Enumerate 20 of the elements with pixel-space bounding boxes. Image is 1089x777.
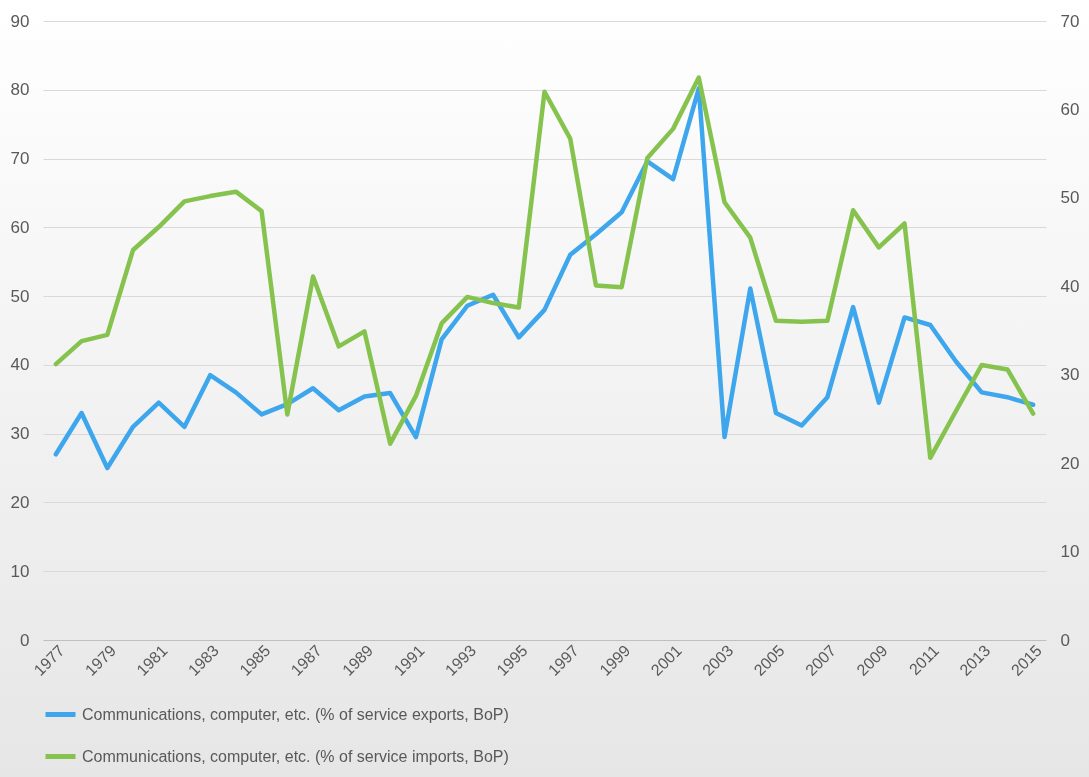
- y-tick-label: 10: [10, 561, 30, 581]
- y-tick-label: 50: [10, 286, 30, 306]
- y-tick-label: 30: [10, 424, 30, 444]
- y2-tick-label: 20: [1060, 453, 1080, 473]
- y2-tick-label: 70: [1060, 11, 1080, 31]
- legend-label: Communications, computer, etc. (% of service exports, BoP): [82, 705, 509, 723]
- y-tick-label: 70: [10, 149, 30, 169]
- y-tick-label: 40: [10, 355, 30, 375]
- y-tick-label: 20: [10, 492, 30, 512]
- y-tick-label: 90: [10, 11, 30, 31]
- legend-label: Communications, computer, etc. (% of service imports, BoP): [82, 747, 509, 765]
- y2-tick-label: 40: [1060, 276, 1080, 296]
- y2-tick-label: 60: [1060, 99, 1080, 119]
- y2-tick-label: 30: [1060, 365, 1080, 385]
- y-tick-label: 80: [10, 80, 30, 100]
- y-tick-label: 0: [20, 630, 30, 650]
- y2-tick-label: 0: [1060, 630, 1070, 650]
- y2-tick-label: 50: [1060, 188, 1080, 208]
- y2-tick-label: 10: [1060, 542, 1080, 562]
- y-tick-label: 60: [10, 217, 30, 237]
